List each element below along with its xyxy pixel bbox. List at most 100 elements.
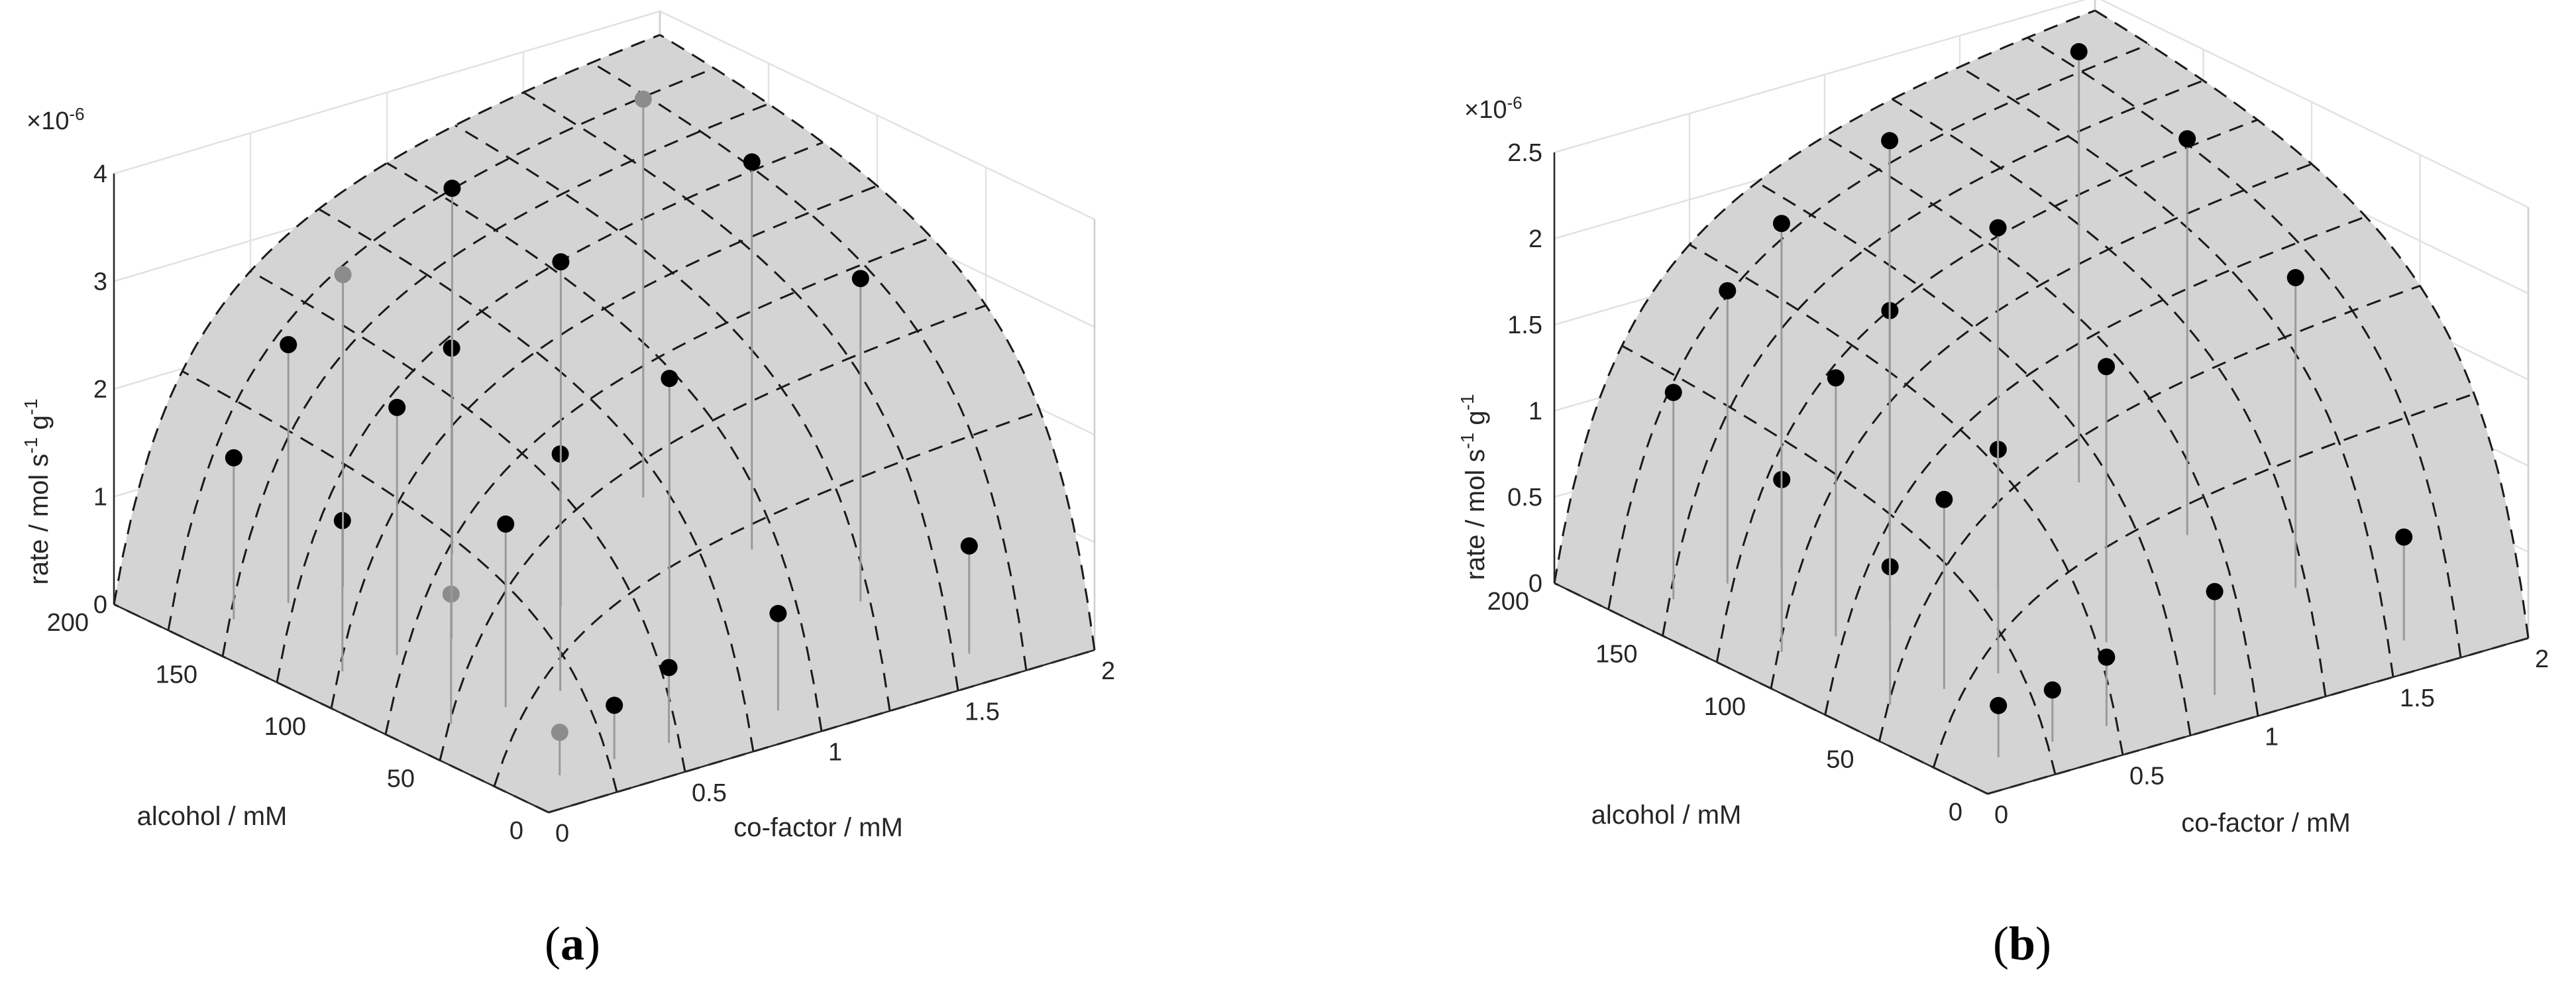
mesh-line <box>182 370 618 793</box>
z-tick-label: 3 <box>93 268 107 296</box>
mesh-line <box>318 208 755 752</box>
x-tick-label: 0.5 <box>2129 762 2165 790</box>
z-axis-exponent: ×10-6 <box>1464 93 1523 124</box>
mesh-line <box>221 103 769 657</box>
data-point <box>2178 130 2196 148</box>
x-tick-label: 1.5 <box>965 698 1000 726</box>
y-tick-label: 50 <box>1826 746 1854 774</box>
data-point <box>552 253 570 271</box>
mesh-line <box>2027 36 2462 658</box>
mesh-line <box>1824 215 2367 716</box>
mesh-line <box>276 141 824 683</box>
data-point <box>443 180 461 197</box>
data-point <box>2206 582 2224 600</box>
x-tick-label: 0.5 <box>692 779 727 807</box>
y-axis-line <box>1554 582 1988 795</box>
grid-line <box>1554 0 2529 209</box>
y-axis-label: alcohol / mM <box>1591 800 1742 830</box>
data-point <box>2286 268 2304 286</box>
data-point <box>660 659 678 677</box>
data-point <box>1935 490 1953 508</box>
data-point <box>1881 132 1899 150</box>
y-tick-label: 200 <box>1487 588 1529 616</box>
mesh-line <box>1770 163 2312 689</box>
y-axis-line <box>113 603 549 814</box>
axes <box>113 174 1095 814</box>
mesh-line <box>1621 345 2057 775</box>
data-point <box>2070 42 2088 60</box>
z-tick-label: 1 <box>93 484 107 512</box>
data-point <box>743 153 761 171</box>
data-points <box>225 90 978 776</box>
data-point <box>1719 282 1737 300</box>
mesh-line <box>1715 119 2258 663</box>
x-tick-label: 1 <box>2265 724 2279 751</box>
y-tick-label: 200 <box>47 609 89 637</box>
z-tick-label: 1 <box>1529 398 1542 425</box>
mesh-line <box>1824 135 2259 716</box>
data-point <box>661 370 678 388</box>
data-point <box>280 336 297 354</box>
z-axis-label-exp: -1 <box>21 437 41 454</box>
data-point <box>2098 358 2116 376</box>
z-axis-label: rate / mol s-1 g-1 <box>21 398 54 584</box>
z-axis-label-main: rate / mol s <box>1461 449 1490 580</box>
mesh-line <box>330 185 878 709</box>
data-point <box>634 90 652 108</box>
mesh-line <box>1662 80 2204 636</box>
mesh-line <box>523 91 959 691</box>
data-point <box>606 696 623 714</box>
mesh-line <box>455 124 891 712</box>
panel-label-b-text: (b) <box>1993 917 2051 970</box>
x-axis-line <box>548 649 1095 814</box>
z-axis-label: rate / mol s-1 g-1 <box>1457 394 1490 580</box>
z-axis-label-mid: g <box>1461 410 1490 432</box>
z-axis-label-exp: -1 <box>21 398 41 415</box>
x-tick-label: 1.5 <box>2400 685 2435 712</box>
z-tick-label: 0 <box>93 591 107 619</box>
z-exponent-power: -6 <box>69 104 84 124</box>
data-points <box>1664 42 2413 757</box>
data-point <box>2043 681 2061 699</box>
z-tick-label: 0.5 <box>1507 484 1542 512</box>
y-tick-label: 150 <box>156 661 197 689</box>
z-exponent-power: -6 <box>1507 93 1522 113</box>
data-point <box>960 537 978 555</box>
x-tick-label: 2 <box>1101 657 1115 685</box>
z-axis-exponent: ×10-6 <box>27 104 85 135</box>
mesh-line <box>1607 43 2150 610</box>
y-tick-label: 50 <box>387 765 415 793</box>
panel-label-b: b <box>2009 917 2035 970</box>
response-surface <box>113 34 1095 813</box>
panel-label-a: a <box>561 917 584 970</box>
y-tick-label: 100 <box>1704 693 1746 721</box>
mesh-line <box>167 67 715 631</box>
z-tick-label: 4 <box>93 160 107 188</box>
y-tick-label: 0 <box>1949 798 1962 826</box>
chart-panel-b: 00.511.522.505010015020000.511.52co-fact… <box>1457 0 2549 838</box>
mesh-line <box>1959 66 2394 677</box>
z-axis-label-exp: -1 <box>1457 433 1477 449</box>
x-tick-label: 0 <box>1994 801 2008 829</box>
y-tick-label: 100 <box>264 713 306 741</box>
mesh-line <box>659 34 1096 651</box>
data-point <box>1827 369 1845 387</box>
z-tick-label: 1.5 <box>1507 311 1542 339</box>
data-point <box>388 398 406 416</box>
z-tick-label: 0 <box>1529 570 1542 598</box>
y-tick-label: 150 <box>1595 641 1637 669</box>
data-point <box>1772 215 1790 233</box>
x-axis-label: co-factor / mM <box>2181 808 2351 838</box>
data-point <box>851 270 869 288</box>
x-tick-label: 1 <box>828 739 842 767</box>
y-tick-label: 0 <box>510 817 523 845</box>
response-surface <box>1554 10 2529 795</box>
mesh-line <box>113 34 661 605</box>
surface-mesh <box>1553 9 2530 795</box>
data-point <box>769 604 787 622</box>
z-exponent-base: ×10 <box>1464 96 1507 124</box>
mesh-line <box>1892 98 2327 697</box>
